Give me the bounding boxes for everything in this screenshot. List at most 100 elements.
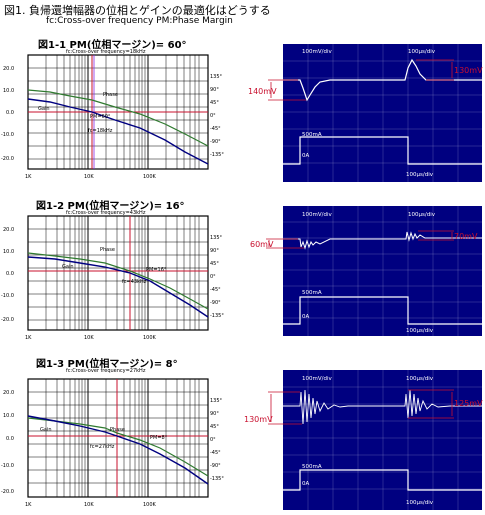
y-right-tick: -135°	[210, 476, 224, 482]
page-subtitle: fc:Cross-over frequency PM:Phase Margin	[46, 16, 233, 26]
voltage-trace	[283, 389, 482, 425]
y-left-tick: -10.0	[1, 293, 14, 299]
y-left-tick: 10.0	[3, 249, 14, 255]
y-right-tick: 0°	[210, 113, 216, 119]
scope-zero-label: 0A	[302, 153, 309, 159]
x-tick: 10K	[84, 174, 94, 180]
phase-curve	[27, 89, 209, 147]
bode-plot-3: 20.0 10.0 0.0 -10.0 -20.0 135° 90° 45° 0…	[1, 378, 224, 508]
y-left-tick: 10.0	[3, 88, 14, 94]
figure-3-fc-caption: fc:Cross-over frequency=27kHz	[66, 368, 146, 374]
y-right-tick: -90°	[210, 300, 221, 306]
y-right-tick: -90°	[210, 463, 221, 469]
y-right-tick: -135°	[210, 313, 224, 319]
y-left-tick: 10.0	[3, 413, 14, 419]
fc-label: fc=43kHz	[122, 279, 147, 285]
gain-label: Gain	[38, 106, 50, 112]
pm-label: PM=60°	[90, 114, 111, 120]
gain-curve	[27, 415, 209, 485]
gain-label: Gain	[40, 427, 52, 433]
figure-1-fc-caption: fc:Cross-over frequency=18kHz	[66, 49, 146, 55]
current-trace	[283, 296, 482, 325]
figure-3-label: 図1-3 PM(位相マージン)= 8°	[36, 359, 178, 370]
y-left-tick: 0.0	[6, 271, 14, 277]
y-left-tick: -20.0	[1, 317, 14, 323]
page-title: 図1. 負帰還増幅器の位相とゲインの最適化はどうする	[4, 4, 271, 17]
scope-left-note: 140mV	[248, 87, 277, 96]
x-tick: 1K	[25, 502, 32, 508]
figure-1-label: 図1-1 PM(位相マージン)= 60°	[38, 40, 187, 51]
figure-2-label: 図1-2 PM(位相マージン)= 16°	[36, 201, 185, 212]
scope-left-note: 60mV	[250, 240, 274, 249]
pm-label: PM=16°	[146, 267, 167, 273]
x-tick: 100K	[143, 502, 157, 508]
y-right-tick: 90°	[210, 248, 219, 254]
y-left-tick: 20.0	[3, 66, 14, 72]
pm-label: PM=8°	[150, 435, 168, 441]
y-left-tick: -20.0	[1, 156, 14, 162]
phase-curve	[27, 252, 209, 310]
x-tick: 10K	[84, 502, 94, 508]
scope-zero-label: 0A	[302, 481, 309, 487]
scope-volt-div: 100mV/div	[302, 212, 332, 218]
y-right-tick: 90°	[210, 411, 219, 417]
scope-time-div-bottom: 100μs/div	[406, 328, 434, 334]
scope-current-scale: 500mA	[302, 290, 322, 296]
scope-trace-1: 100mV/div 100μs/div 500mA 0A 100μs/div 1…	[248, 44, 483, 182]
y-right-tick: -135°	[210, 152, 224, 158]
phase-label: Phase	[103, 92, 118, 98]
voltage-trace	[283, 58, 482, 102]
scope-current-scale: 500mA	[302, 132, 322, 138]
phase-label: Phase	[100, 247, 115, 253]
scope-time-div-bottom: 100μs/div	[406, 500, 434, 506]
gain-curve	[27, 256, 209, 318]
scope-trace-3: 100mV/div 100μs/div 500mA 0A 100μs/div 1…	[244, 370, 483, 510]
gain-curve	[27, 98, 209, 165]
x-tick: 1K	[25, 335, 32, 341]
scope-zero-label: 0A	[302, 314, 309, 320]
scope-trace-2: 100mV/div 100μs/div 500mA 0A 100μs/div 6…	[250, 206, 482, 336]
bode-frame	[27, 215, 209, 331]
bode-grid	[28, 216, 208, 330]
y-right-tick: -45°	[210, 126, 221, 132]
y-left-tick: 20.0	[3, 227, 14, 233]
y-right-tick: 90°	[210, 87, 219, 93]
y-right-tick: 45°	[210, 261, 219, 267]
figure-2-fc-caption: fc:Cross-over frequency=43kHz	[66, 210, 146, 216]
fc-label: fc=18kHz	[88, 128, 113, 134]
y-left-tick: 20.0	[3, 390, 14, 396]
x-tick: 100K	[143, 335, 157, 341]
scope-right-note: 70mV	[454, 232, 478, 241]
scope-right-note: 130mV	[454, 66, 483, 75]
scope-volt-div: 100mV/div	[302, 49, 332, 55]
y-left-tick: -10.0	[1, 132, 14, 138]
y-right-tick: 0°	[210, 274, 216, 280]
bode-plot-1: 20.0 10.0 0.0 -10.0 -20.0 135° 90° 45° 0…	[1, 54, 224, 180]
bode-grid	[28, 55, 208, 169]
y-right-tick: 135°	[210, 398, 223, 404]
y-left-tick: -20.0	[1, 489, 14, 495]
y-right-tick: 0°	[210, 437, 216, 443]
bode-plot-2: 20.0 10.0 0.0 -10.0 -20.0 135° 90° 45° 0…	[1, 215, 224, 341]
y-left-tick: 0.0	[6, 436, 14, 442]
y-right-tick: 45°	[210, 100, 219, 106]
x-tick: 10K	[84, 335, 94, 341]
voltage-trace	[283, 231, 482, 250]
bode-frame	[27, 378, 209, 498]
y-right-tick: -90°	[210, 139, 221, 145]
x-tick: 1K	[25, 174, 32, 180]
y-right-tick: -45°	[210, 450, 221, 456]
fc-label: fc=27kHz	[90, 444, 115, 450]
x-tick: 100K	[143, 174, 157, 180]
scope-screen	[283, 370, 482, 510]
gain-label: Gain	[62, 264, 74, 270]
scope-time-div: 100μs/div	[406, 376, 434, 382]
scope-time-div: 100μs/div	[408, 49, 436, 55]
scope-time-div-bottom: 100μs/div	[406, 172, 434, 178]
scope-volt-div: 100mV/div	[302, 376, 332, 382]
y-right-tick: 135°	[210, 74, 223, 80]
scope-current-scale: 500mA	[302, 464, 322, 470]
current-trace	[283, 469, 482, 491]
y-left-tick: 0.0	[6, 110, 14, 116]
y-left-tick: -10.0	[1, 463, 14, 469]
